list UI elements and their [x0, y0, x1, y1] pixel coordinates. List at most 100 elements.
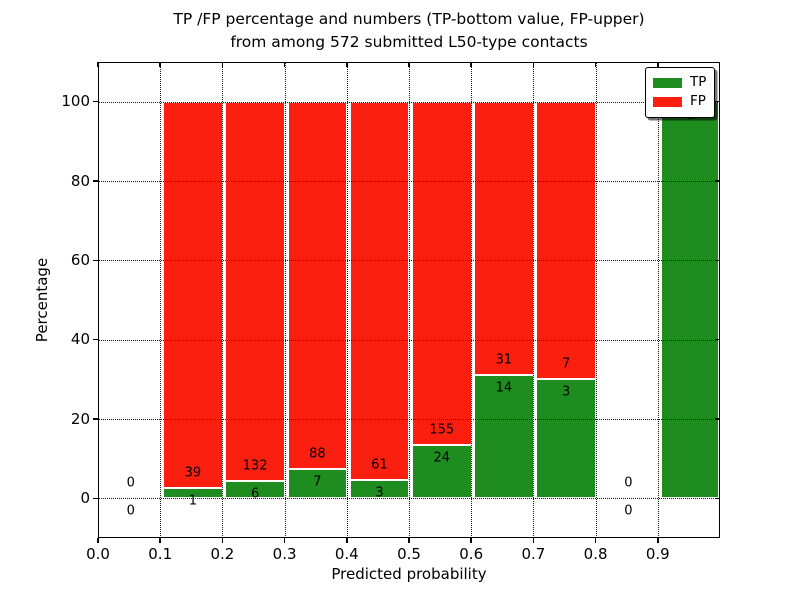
y-tick-mark-left	[93, 338, 98, 341]
x-tick-mark-top	[408, 62, 410, 67]
chart-title-line1: TP /FP percentage and numbers (TP-bottom…	[173, 10, 645, 28]
grid-line-vertical	[657, 62, 659, 538]
tp-count-label: 0	[126, 503, 135, 519]
fp-count-label: 0	[126, 475, 135, 491]
fp-count-label: 39	[184, 465, 202, 481]
fp-count-label: 31	[495, 352, 513, 368]
y-tick-label: 100	[61, 92, 90, 111]
y-tick-mark-left	[93, 180, 98, 182]
x-tick-mark-top	[594, 62, 597, 67]
legend-box: TP FP	[645, 67, 715, 118]
bar-segment-fp	[474, 101, 534, 375]
legend-label-tp: TP	[690, 74, 707, 90]
y-tick-mark-left	[93, 259, 98, 262]
grid-line-vertical	[284, 62, 286, 538]
y-tick-mark-right	[715, 497, 720, 500]
x-tick-label: 0.4	[334, 545, 359, 563]
x-tick-mark-top	[97, 62, 99, 67]
legend-item-tp: TP	[653, 74, 707, 91]
y-tick-mark-left	[93, 418, 98, 420]
y-tick-mark-left	[93, 497, 98, 500]
x-tick-label: 0.9	[645, 545, 670, 563]
x-tick-mark-top	[283, 62, 286, 67]
bar-segment-tp	[287, 468, 348, 499]
bar-segment-fp	[412, 101, 472, 446]
x-tick-label: 0.3	[272, 545, 297, 563]
grid-line-vertical	[533, 62, 535, 538]
x-tick-label: 0.8	[583, 545, 608, 563]
x-tick-label: 0.6	[459, 545, 484, 563]
fp-color-swatch	[653, 96, 682, 107]
x-tick-mark-bottom	[159, 538, 161, 543]
chart-title: TP /FP percentage and numbers (TP-bottom…	[98, 8, 720, 53]
y-tick-label: 20	[70, 409, 90, 428]
x-tick-mark-bottom	[221, 538, 224, 543]
x-tick-mark-bottom	[532, 538, 535, 543]
bar-segment-fp	[536, 101, 596, 380]
x-tick-mark-top	[159, 62, 161, 67]
grid-line-vertical	[595, 62, 597, 538]
x-tick-mark-bottom	[283, 538, 286, 543]
y-tick-label: 80	[70, 171, 90, 190]
x-tick-label: 0.0	[86, 545, 110, 563]
x-tick-mark-bottom	[408, 538, 410, 543]
x-tick-mark-top	[221, 62, 224, 67]
x-tick-mark-top	[346, 62, 348, 67]
bar-segment-tp	[536, 379, 596, 499]
y-tick-mark-right	[715, 338, 720, 341]
legend-label-fp: FP	[690, 93, 706, 109]
x-tick-label: 0.1	[148, 545, 173, 563]
plot-area: 00391132688761315524311473001	[98, 62, 720, 538]
tp-count-label: 3	[562, 384, 571, 400]
tp-count-label: 3	[375, 485, 384, 501]
y-tick-mark-right	[715, 259, 720, 262]
tp-count-label: 24	[433, 450, 451, 466]
bar-segment-tp	[349, 479, 410, 499]
grid-line-vertical	[471, 62, 473, 538]
x-tick-mark-bottom	[657, 538, 659, 543]
x-tick-mark-top	[532, 62, 535, 67]
y-tick-mark-left	[93, 100, 98, 103]
fp-count-label: 155	[429, 422, 455, 438]
x-tick-mark-bottom	[346, 538, 348, 543]
grid-line-vertical	[160, 62, 162, 538]
x-tick-mark-top	[470, 62, 472, 67]
y-tick-label: 60	[70, 250, 90, 269]
grid-line-vertical	[222, 62, 224, 538]
tp-count-label: 0	[624, 503, 633, 519]
grid-line-vertical	[409, 62, 410, 538]
x-tick-mark-bottom	[470, 538, 472, 543]
bar-segment-fp	[225, 101, 285, 482]
bar-segment-tp	[225, 481, 285, 499]
tp-count-label: 14	[495, 380, 513, 396]
tp-count-label: 6	[251, 486, 260, 502]
x-axis-label: Predicted probability	[331, 565, 487, 583]
x-tick-label: 0.5	[397, 545, 421, 563]
y-tick-mark-right	[715, 100, 720, 103]
fp-count-label: 0	[624, 475, 633, 491]
bar-segment-fp	[349, 101, 410, 480]
bar-segment-fp	[163, 101, 223, 489]
bar-segment-tp	[474, 374, 534, 499]
tp-color-swatch	[653, 77, 682, 88]
grid-line-vertical	[346, 62, 348, 538]
fp-count-label: 88	[309, 446, 326, 462]
bar-segment-tp	[412, 445, 472, 499]
y-tick-mark-right	[715, 418, 720, 420]
y-tick-label: 0	[80, 488, 90, 507]
x-tick-label: 0.2	[210, 545, 235, 563]
legend-item-fp: FP	[653, 93, 707, 110]
tp-count-label: 7	[313, 474, 322, 490]
y-axis-label: Percentage	[33, 257, 51, 343]
y-tick-mark-right	[715, 180, 720, 182]
chart-title-line2: from among 572 submitted L50-type contac…	[230, 32, 588, 51]
fp-count-label: 132	[242, 458, 268, 474]
fp-count-label: 61	[371, 457, 388, 473]
tp-count-label: 1	[188, 493, 198, 509]
x-tick-mark-bottom	[97, 538, 99, 543]
bar-segment-tp	[660, 101, 720, 499]
x-tick-mark-bottom	[594, 538, 597, 543]
y-tick-label: 40	[70, 330, 90, 349]
fp-count-label: 7	[562, 356, 571, 372]
